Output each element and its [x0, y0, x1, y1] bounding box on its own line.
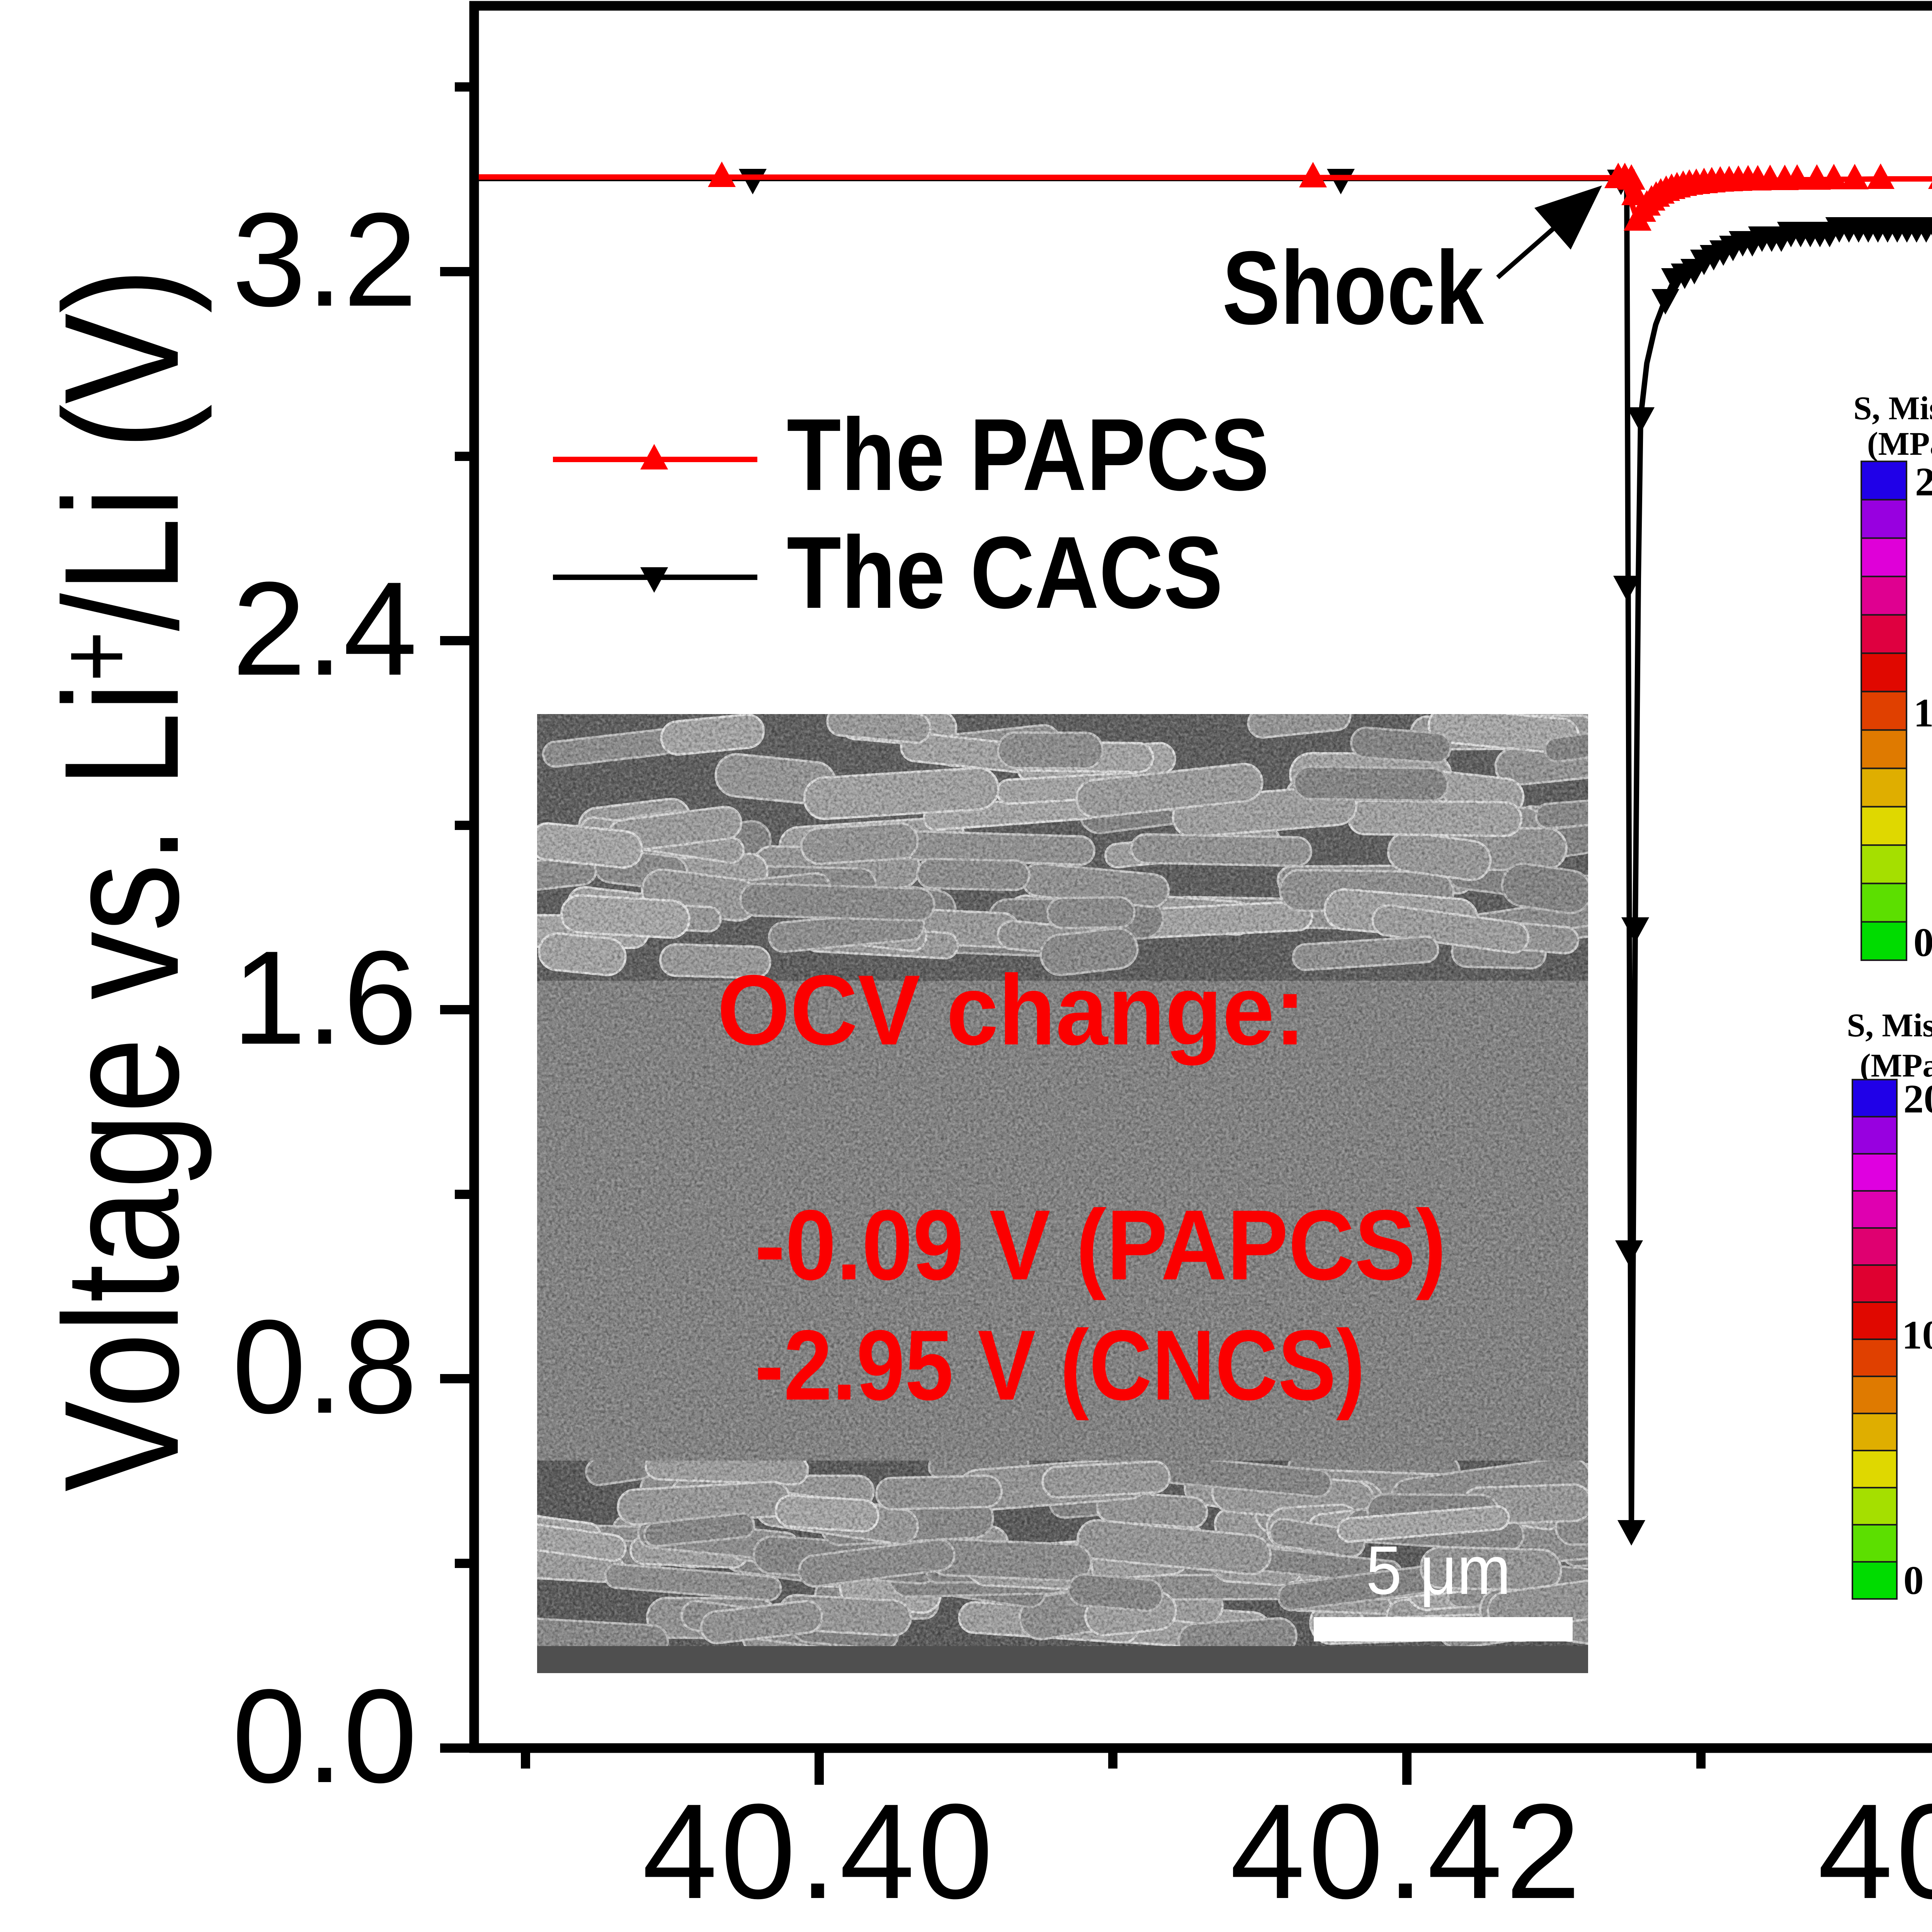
svg-text:3.2: 3.2	[232, 185, 417, 334]
svg-text:S, Mises: S, Mises	[1854, 389, 1932, 427]
svg-text:(MPa): (MPa)	[1867, 425, 1932, 462]
svg-text:(MPa): (MPa)	[1860, 1047, 1932, 1084]
svg-text:0.0: 0.0	[232, 1662, 417, 1811]
svg-text:-0.09 V (PAPCS): -0.09 V (PAPCS)	[755, 1189, 1446, 1301]
svg-text:Voltage vs. Li+/Li (V): Voltage vs. Li+/Li (V)	[31, 268, 213, 1492]
svg-text:S, Mises: S, Mises	[1847, 1007, 1932, 1044]
svg-text:-2.95 V (CNCS): -2.95 V (CNCS)	[755, 1309, 1365, 1421]
svg-text:10: 10	[1902, 1312, 1932, 1357]
svg-text:40.42: 40.42	[1230, 1776, 1584, 1927]
svg-text:The PAPCS: The PAPCS	[787, 398, 1269, 512]
svg-text:5 μm: 5 μm	[1366, 1532, 1511, 1609]
svg-text:40.44: 40.44	[1818, 1776, 1932, 1927]
svg-text:OCV change:: OCV change:	[717, 954, 1306, 1066]
svg-text:20: 20	[1903, 1076, 1932, 1121]
svg-text:The CACS: The CACS	[787, 515, 1223, 630]
svg-text:Time (ms): Time (ms)	[1295, 1924, 1904, 1932]
svg-text:0: 0	[1913, 920, 1932, 965]
svg-text:40.40: 40.40	[642, 1776, 996, 1927]
svg-text:10: 10	[1913, 690, 1932, 735]
svg-text:0: 0	[1903, 1558, 1924, 1603]
svg-text:Shock: Shock	[1222, 230, 1484, 346]
svg-text:20: 20	[1915, 459, 1932, 504]
svg-text:1.6: 1.6	[232, 923, 417, 1072]
svg-text:2.4: 2.4	[232, 554, 417, 703]
svg-text:0.8: 0.8	[232, 1293, 417, 1441]
